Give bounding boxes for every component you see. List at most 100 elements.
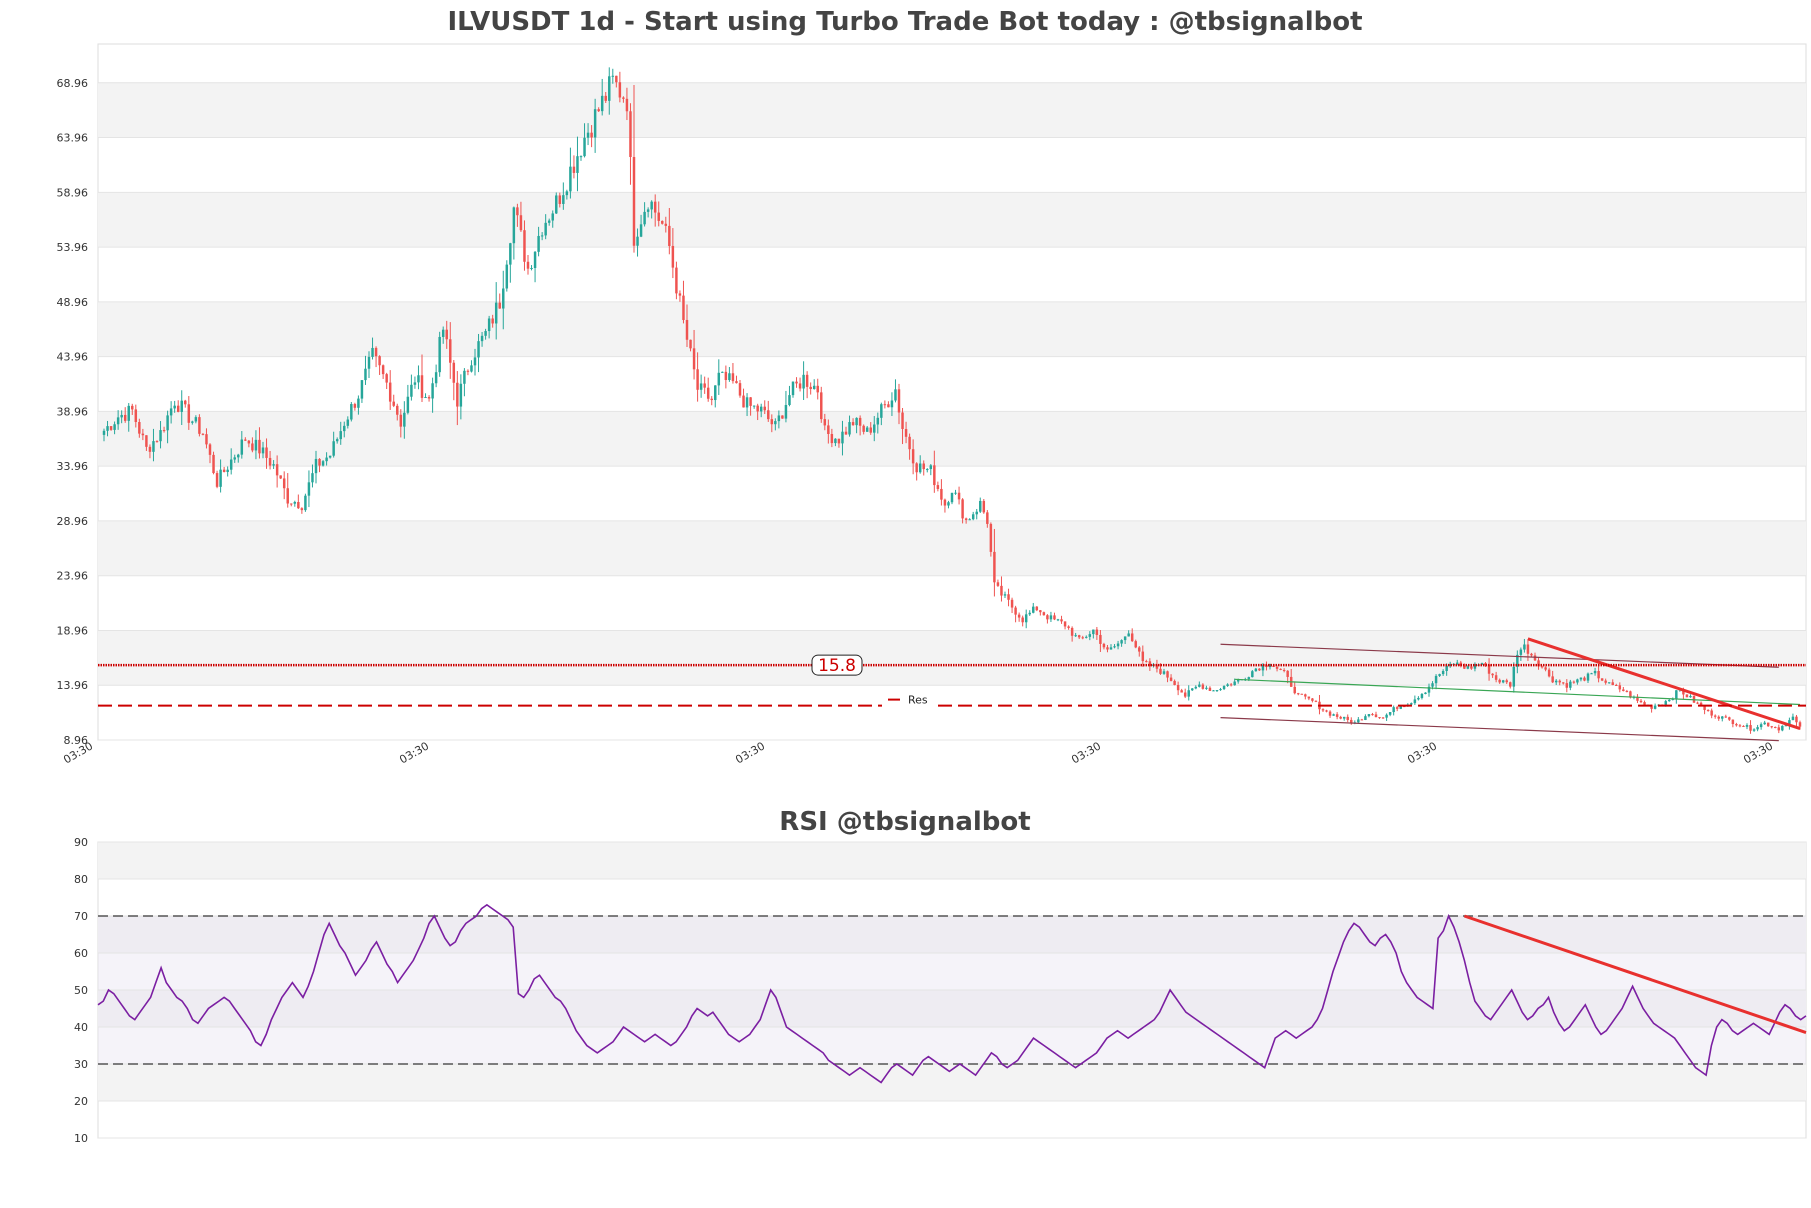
candle-body [1795,716,1798,723]
candle-body [1770,726,1773,728]
candle-body [1138,647,1141,652]
candle-body [1081,637,1084,639]
candle-body [215,473,219,487]
candle-body [784,405,788,419]
candle-body [1300,693,1304,695]
candle-body [1685,694,1689,698]
candle-body [583,137,586,157]
candle-body [1325,710,1328,712]
candle-body [770,419,774,425]
candle-body [1752,729,1756,731]
candle-body [1710,710,1713,716]
candle-body [1371,714,1374,716]
candle-body [809,386,812,390]
candle-body [487,318,491,332]
candle-body [1618,685,1622,690]
candle-body [1417,697,1420,700]
candle-body [1063,621,1067,627]
candle-body [1721,716,1724,719]
candle-body [222,469,226,472]
candle-body [1583,677,1586,681]
candle-body [1512,666,1516,687]
candle-body [1604,680,1607,683]
candle-body [1385,714,1388,718]
candle-body [131,405,134,410]
candle-body [830,433,834,444]
candle-body [1222,686,1226,690]
candle-body [162,430,166,432]
candle-body [494,302,498,324]
candle-body [1791,716,1795,721]
candle-body [940,488,943,500]
candle-body [632,157,636,246]
rsi-y-tick-label: 70 [74,910,88,923]
candle-body [795,381,798,384]
candle-body [798,383,802,389]
candle-body [187,404,191,423]
candle-body [1173,680,1176,686]
candle-body [1537,660,1540,667]
candle-body [615,75,618,83]
candle-body [1145,661,1148,663]
grid-band [98,82,1806,138]
candle-body [996,582,1000,586]
candle-body [929,465,933,470]
candle-body [1212,690,1215,692]
candle-body [1099,634,1102,644]
candle-body [1473,664,1477,669]
candle-body [1438,674,1441,676]
candle-body [152,441,155,452]
candle-body [1480,663,1484,665]
candle-body [986,512,989,524]
candle-body [1307,696,1311,699]
candle-body [1272,665,1275,667]
candle-body [735,381,738,384]
candle-body [926,469,929,471]
grid-band [98,520,1806,576]
candle-body [346,419,350,426]
candle-body [1777,727,1781,731]
candle-body [915,463,918,473]
candle-body [675,267,678,294]
candle-body [480,335,484,342]
candle-body [812,385,816,390]
candle-body [417,375,420,383]
candle-body [731,373,735,382]
candle-body [1544,667,1547,670]
candle-body [869,427,872,433]
candle-body [1590,673,1593,675]
candle-body [364,368,367,381]
channel-line [1220,717,1779,742]
candle-body [378,356,381,366]
candle-body [123,414,127,421]
candle-body [343,425,346,432]
candle-body [1085,636,1088,638]
candle-body [304,495,307,511]
y-tick-label: 18.96 [57,624,89,637]
candle-body [982,500,986,513]
candle-body [714,385,717,401]
candle-body [1077,635,1081,638]
candle-body [1357,719,1360,723]
candle-body [1141,651,1145,662]
candle-body [901,412,904,429]
candle-body [1180,690,1183,693]
candle-body [523,230,526,262]
candle-body [717,372,721,386]
y-tick-label: 63.96 [57,132,89,145]
candle-body [1328,711,1332,716]
x-tick-label: 03:30 [1069,739,1103,766]
candle-body [360,380,364,399]
candle-body [763,406,766,411]
candle-body [618,82,622,98]
candle-body [622,97,625,99]
candle-body [470,365,473,372]
candle-body [406,396,410,413]
candle-body [169,408,173,416]
y-tick-label: 38.96 [57,405,89,418]
candle-body [593,109,597,138]
channel-line [1234,678,1801,706]
candle-body [565,191,569,196]
candle-body [1169,677,1173,681]
